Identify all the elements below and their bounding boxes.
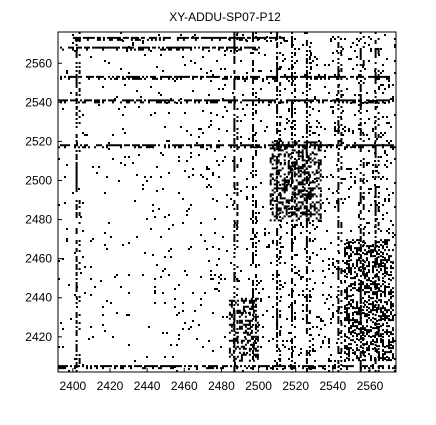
y-tick-label: 2560: [25, 56, 52, 70]
heatmap-cells: [58, 32, 396, 372]
x-tick-label: 2520: [282, 379, 309, 393]
chart-title: XY-ADDU-SP07-P12: [169, 10, 281, 24]
x-tick-label: 2420: [97, 379, 124, 393]
x-tick-label: 2440: [134, 379, 161, 393]
y-tick-label: 2480: [25, 213, 52, 227]
plot-frame: [57, 31, 397, 373]
x-tick-label: 2460: [171, 379, 198, 393]
heatmap-cell-group: [58, 32, 396, 372]
x-tick-label: 2480: [208, 379, 235, 393]
y-tick-label: 2420: [25, 330, 52, 344]
x-tick-label: 2400: [60, 379, 87, 393]
x-axis: 2400 2420 2440 2460 2480 2500 2520 2540 2560: [60, 368, 384, 393]
y-tick-label: 2460: [25, 252, 52, 266]
y-tick-label: 2440: [25, 291, 52, 305]
y-axis: 2420 2440 2460 2480 2500 2520 2540 2560: [25, 56, 62, 344]
x-tick-label: 2560: [357, 379, 384, 393]
x-tick-label: 2540: [320, 379, 347, 393]
y-tick-label: 2520: [25, 134, 52, 148]
y-tick-label: 2540: [25, 95, 52, 109]
y-tick-label: 2500: [25, 174, 52, 188]
x-tick-label: 2500: [245, 379, 272, 393]
